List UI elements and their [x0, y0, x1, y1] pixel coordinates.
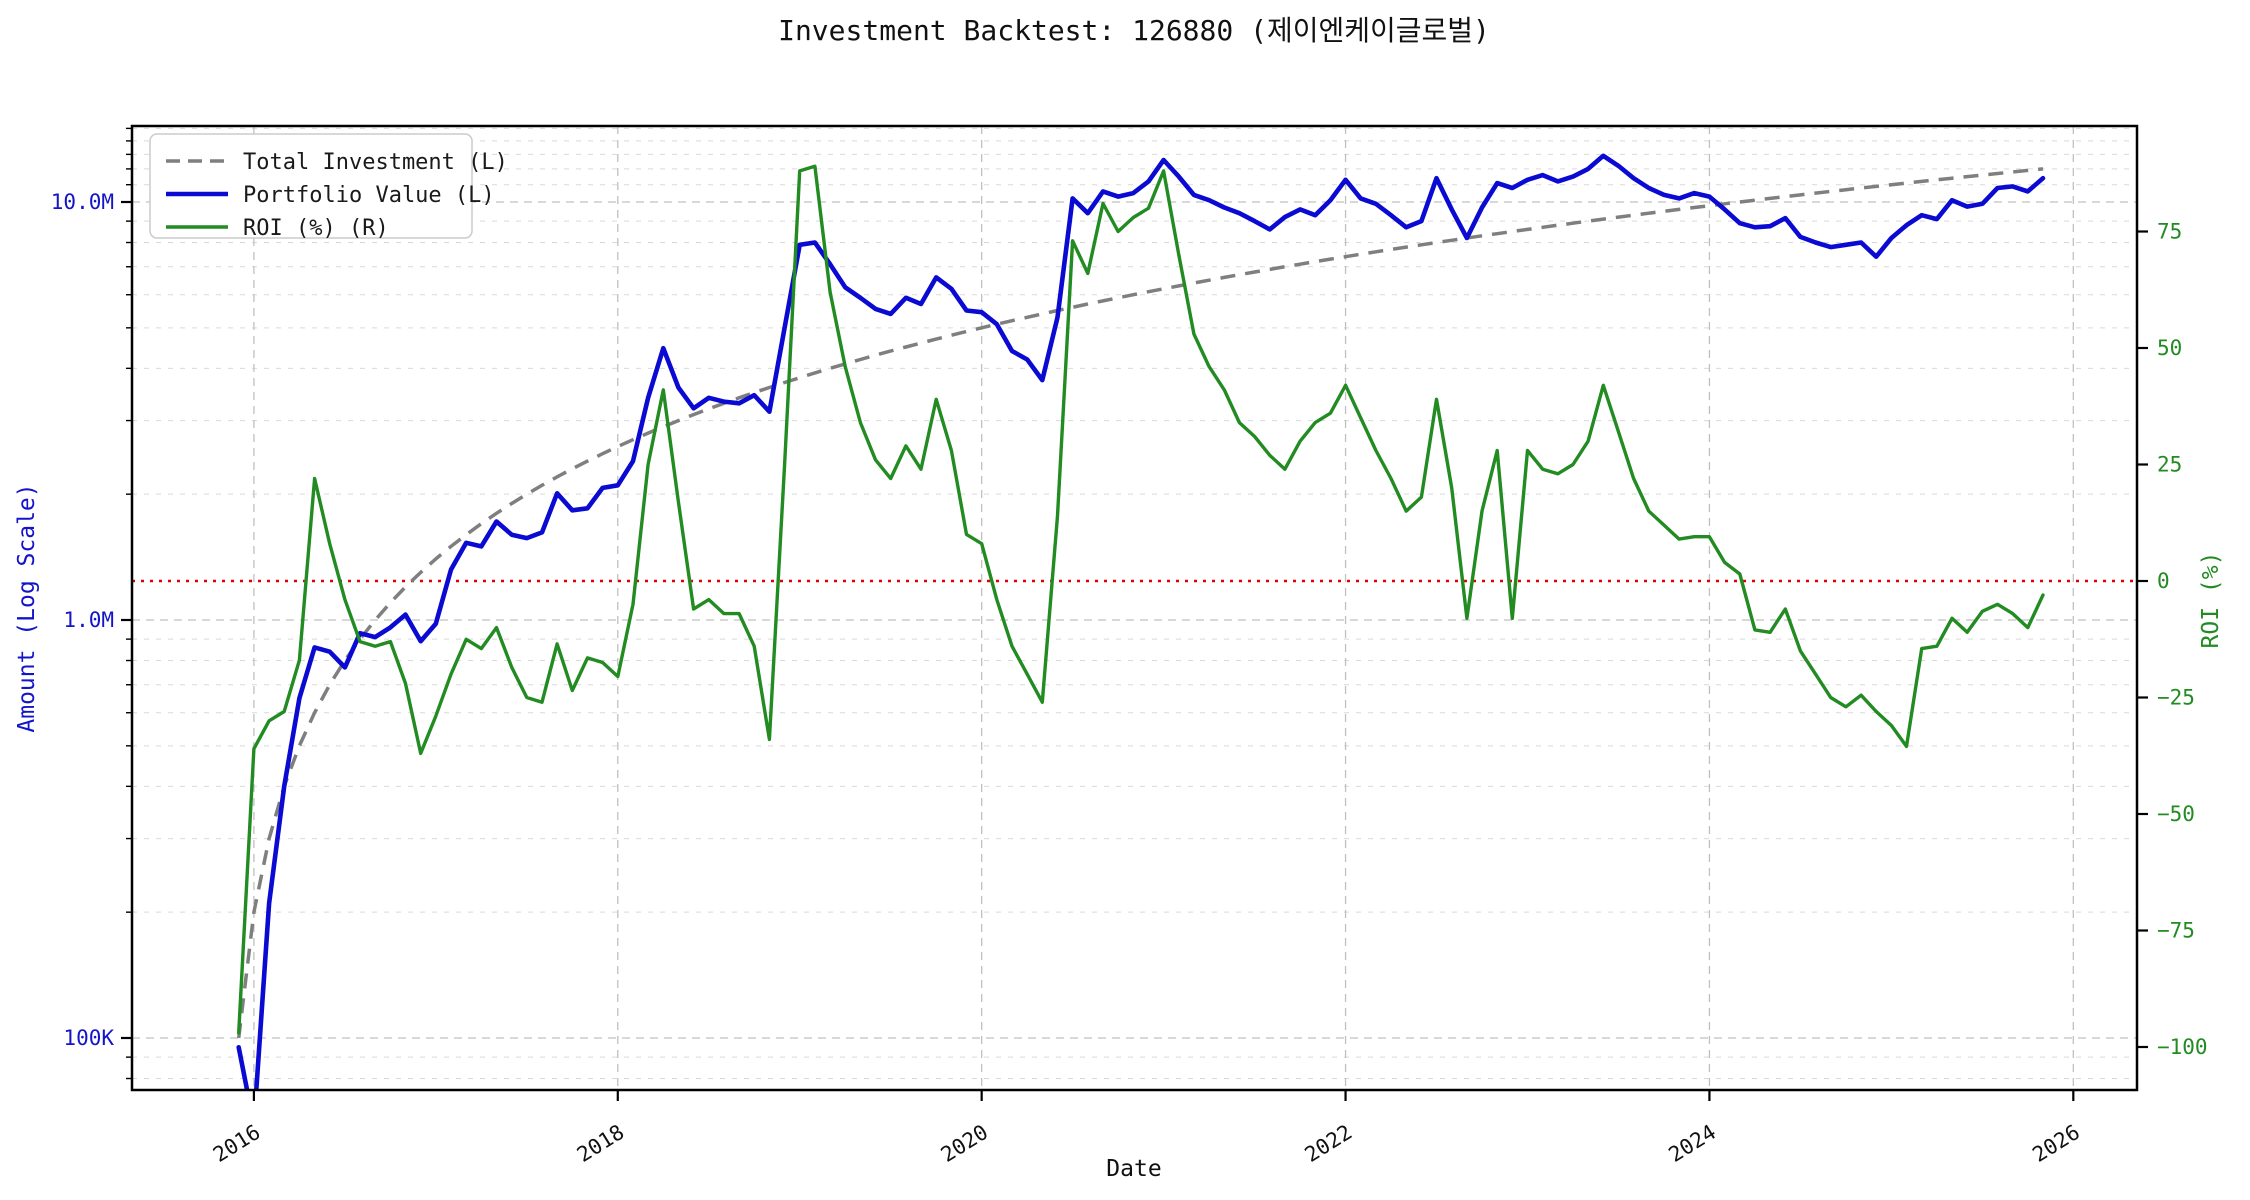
y-right-tick-label: 0: [2157, 569, 2170, 593]
y-right-tick-label: −75: [2157, 919, 2195, 943]
data-series: [236, 153, 2046, 1090]
legend-label-roi: ROI (%) (R): [243, 216, 389, 241]
y-right-tick-label: −50: [2157, 802, 2195, 826]
legend: Total Investment (L) Portfolio Value (L)…: [149, 133, 508, 241]
plot-border: [130, 124, 2139, 1092]
y-left-tick-label: 10.0M: [51, 190, 114, 214]
portfolio-value-line: [236, 153, 2046, 1090]
y-right-tick-label: −100: [2157, 1035, 2208, 1059]
legend-label-total-investment: Total Investment (L): [243, 150, 508, 175]
y-right-tick-label: 75: [2157, 220, 2182, 244]
y-left-tick-label: 1.0M: [63, 608, 114, 632]
x-tick-label: 2020: [937, 1120, 993, 1167]
y-left-tick-label: 100K: [63, 1026, 114, 1050]
y-right-tick-label: 25: [2157, 453, 2182, 477]
x-axis-title: Date: [1106, 1156, 1161, 1182]
gridlines: [132, 126, 2137, 1090]
roi-line: [236, 164, 2045, 1035]
x-tick-label: 2026: [2028, 1120, 2084, 1167]
axes-ticks: 100K 1.0M 10.0M −100 −75 −50 −25 0 25 50 75 2016 201…: [51, 127, 2208, 1167]
y-right-tick-label: −25: [2157, 686, 2195, 710]
y-right-tick-label: 50: [2157, 336, 2182, 360]
y-axis-right-title: ROI (%): [2198, 552, 2224, 649]
legend-label-portfolio-value: Portfolio Value (L): [243, 183, 495, 208]
legend-box: [149, 133, 473, 239]
chart-title: Investment Backtest: 126880 (제이엔케이글로벌): [778, 14, 1490, 47]
total-investment-line: [236, 167, 2044, 1039]
x-tick-label: 2018: [573, 1120, 629, 1167]
x-tick-label: 2022: [1301, 1120, 1357, 1167]
x-tick-label: 2016: [209, 1120, 265, 1167]
x-tick-label: 2024: [1664, 1120, 1720, 1167]
y-axis-left-title: Amount (Log Scale): [14, 483, 40, 732]
